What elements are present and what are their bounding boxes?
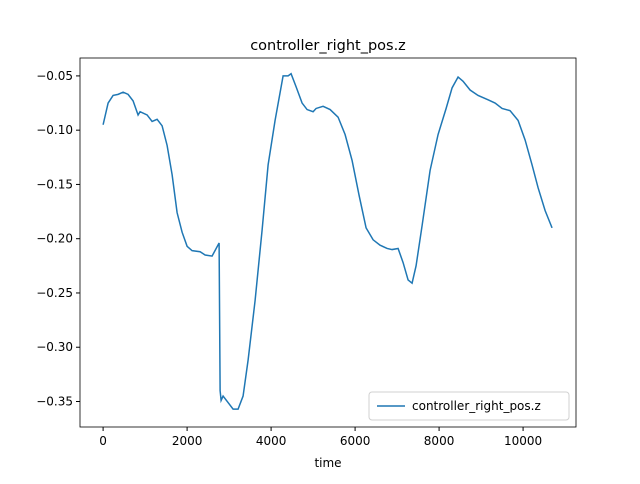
y-tick-label: −0.15 bbox=[36, 177, 73, 191]
x-axis-label: time bbox=[314, 456, 341, 470]
x-tick-label: 2000 bbox=[172, 434, 203, 448]
x-tick-label: 10000 bbox=[504, 434, 542, 448]
legend-box bbox=[368, 391, 570, 421]
y-tick-label: −0.25 bbox=[36, 286, 73, 300]
y-tick-label: −0.35 bbox=[36, 394, 73, 408]
data-line bbox=[102, 72, 553, 410]
y-tick-label: −0.20 bbox=[36, 232, 73, 246]
y-tick-label: −0.05 bbox=[36, 69, 73, 83]
x-tick-label: 4000 bbox=[256, 434, 287, 448]
x-tick-label: 6000 bbox=[340, 434, 371, 448]
legend-label: controller_right_pos.z bbox=[412, 399, 541, 413]
plot-frame bbox=[79, 57, 577, 428]
x-tick-label: 8000 bbox=[424, 434, 455, 448]
x-tick-label: 0 bbox=[99, 434, 107, 448]
y-tick-label: −0.10 bbox=[36, 123, 73, 137]
y-tick-label: −0.30 bbox=[36, 340, 73, 354]
chart-title: controller_right_pos.z bbox=[250, 38, 406, 54]
